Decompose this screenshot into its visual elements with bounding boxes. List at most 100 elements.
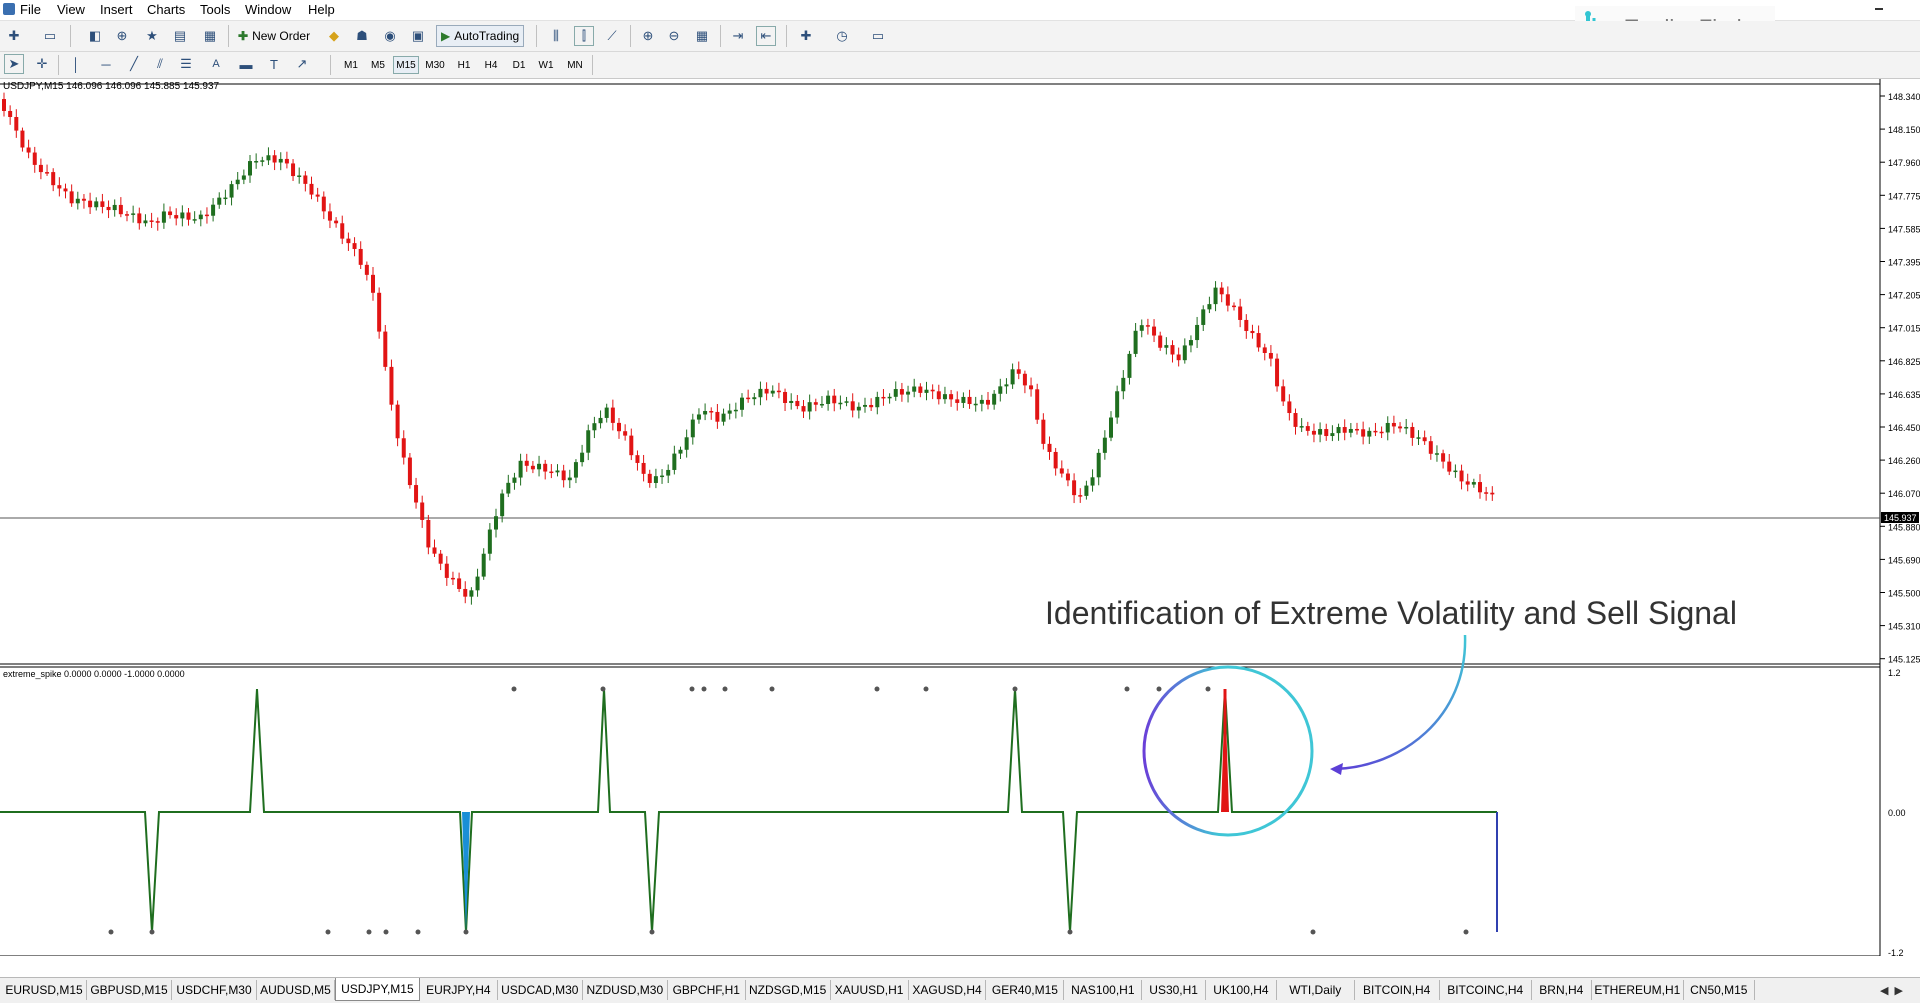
data-window-icon[interactable]: ⊕ — [116, 28, 128, 43]
vps-icon[interactable]: ▣ — [411, 28, 425, 43]
chart-tab-xagusd-h4[interactable]: XAGUSD,H4 — [909, 980, 987, 1000]
signals-icon[interactable]: ☗ — [356, 28, 368, 43]
chart-tab-audusd-m5[interactable]: AUDUSD,M5 — [257, 980, 335, 1000]
timeframe-m15[interactable]: M15 — [393, 56, 419, 74]
chart-tab-us30-h1[interactable]: US30,H1 — [1142, 980, 1206, 1000]
bar-chart-icon[interactable]: ⫼ — [553, 28, 559, 43]
candle-body — [125, 214, 129, 216]
minimize-icon[interactable] — [1875, 8, 1883, 10]
market-icon[interactable]: ◉ — [384, 28, 396, 43]
tab-scroll-right-icon[interactable]: ▶ — [1894, 984, 1903, 997]
tile-windows-icon[interactable]: ▦ — [695, 28, 709, 43]
chart-tab-usdchf-m30[interactable]: USDCHF,M30 — [172, 980, 257, 1000]
timeframe-h1[interactable]: H1 — [457, 59, 471, 71]
menu-help[interactable]: Help — [308, 2, 335, 17]
zoom-in-icon[interactable]: ⊕ — [642, 28, 654, 43]
cursor-icon[interactable]: ➤ — [4, 54, 24, 74]
chart-tab-eurjpy-h4[interactable]: EURJPY,H4 — [420, 980, 498, 1000]
signal-dot-bottom — [415, 929, 421, 935]
line-chart-icon[interactable]: ⟋ — [607, 28, 617, 43]
chart-tab-bitcoinc-h4[interactable]: BITCOINC,H4 — [1440, 980, 1532, 1000]
crosshair-icon[interactable]: ✛ — [36, 56, 48, 71]
chart-tab-eurusd-m15[interactable]: EURUSD,M15 — [2, 980, 87, 1000]
candle-body — [1281, 386, 1286, 402]
new-chart-icon[interactable]: ✚ — [8, 28, 20, 43]
candle-body — [389, 366, 394, 405]
candle-body — [647, 473, 652, 483]
autotrading-button[interactable]: ▶ AutoTrading — [436, 25, 525, 47]
candle-body — [186, 212, 191, 220]
chart-tab-gbpusd-m15[interactable]: GBPUSD,M15 — [87, 980, 172, 1000]
candle-body — [51, 172, 56, 186]
arrows-icon[interactable]: ↗ — [296, 56, 308, 71]
timeframe-w1[interactable]: W1 — [538, 59, 554, 71]
timeframe-h4[interactable]: H4 — [484, 59, 498, 71]
text-icon[interactable]: A — [212, 58, 220, 70]
candle-body — [94, 201, 99, 208]
menu-tools[interactable]: Tools — [200, 2, 231, 17]
price-label: 147.015 — [1888, 324, 1920, 334]
chart-tab-xauusd-h1[interactable]: XAUUSD,H1 — [831, 980, 909, 1000]
chart-tab-nzdsgd-m15[interactable]: NZDSGD,M15 — [746, 980, 831, 1000]
menu-window[interactable]: Window — [245, 2, 292, 17]
candle-body — [426, 519, 431, 548]
tab-scroll-arrows[interactable]: ◀ ▶ — [1880, 981, 1916, 999]
candlestick-icon[interactable]: ⫿ — [574, 26, 594, 46]
timeframe-mn[interactable]: MN — [567, 59, 583, 71]
label-icon[interactable]: ▬ — [239, 56, 253, 72]
chart-tab-usdjpy-m15[interactable]: USDJPY,M15 — [334, 978, 420, 1001]
chart-tab-uk100-h4[interactable]: UK100,H4 — [1206, 980, 1277, 1000]
menu-file[interactable]: File — [20, 2, 41, 17]
chart-tab-nzdusd-m30[interactable]: NZDUSD,M30 — [583, 980, 668, 1000]
chart-tab-nas100-h1[interactable]: NAS100,H1 — [1064, 980, 1143, 1000]
signal-dot-top — [1205, 686, 1211, 692]
market-watch-icon[interactable]: ◧ — [88, 28, 102, 43]
candle-body — [1428, 441, 1433, 454]
strategy-tester-icon[interactable]: ▦ — [203, 28, 217, 43]
chart-tab-gbpchf-h1[interactable]: GBPCHF,H1 — [668, 980, 746, 1000]
timeframe-m30[interactable]: M30 — [425, 59, 445, 71]
menu-insert[interactable]: Insert — [100, 2, 133, 17]
zoom-out-icon[interactable]: ⊖ — [668, 28, 680, 43]
chart-tab-cn50-m15[interactable]: CN50,M15 — [1684, 980, 1755, 1000]
chart-tab-wti-daily[interactable]: WTI,Daily — [1277, 980, 1355, 1000]
chart-tab-ethereum-h1[interactable]: ETHEREUM,H1 — [1592, 980, 1684, 1000]
terminal-icon[interactable]: ▤ — [173, 28, 187, 43]
candle-body — [1293, 413, 1298, 427]
trendline-icon[interactable]: ╱ — [130, 56, 138, 71]
tab-scroll-left-icon[interactable]: ◀ — [1880, 984, 1889, 997]
candle-body — [844, 401, 849, 403]
candle-body — [248, 161, 252, 176]
new-order-button[interactable]: ✚ New Order — [234, 25, 314, 47]
text-label-icon[interactable]: T — [270, 56, 278, 72]
horizontal-line-icon[interactable]: ─ — [101, 56, 111, 72]
chart-window[interactable]: 148.340 148.150 147.960 147.775 147.585 147.3… — [0, 79, 1920, 970]
vertical-line-icon[interactable]: │ — [71, 56, 81, 72]
profiles-icon[interactable]: ▭ — [43, 28, 57, 43]
chart-tab-brn-h4[interactable]: BRN,H4 — [1532, 980, 1592, 1000]
autoscroll-icon[interactable]: ⇥ — [732, 28, 744, 43]
timeframe-m5[interactable]: M5 — [371, 59, 385, 71]
periods-icon[interactable]: ◷ — [836, 28, 848, 43]
menu-charts[interactable]: Charts — [147, 2, 186, 17]
metaeditor-icon[interactable]: ◆ — [329, 28, 339, 43]
fibonacci-icon[interactable]: ☰ — [180, 56, 192, 71]
candle-body — [14, 116, 19, 131]
timeframe-m1[interactable]: M1 — [344, 59, 358, 71]
candle-body — [629, 435, 634, 456]
channel-icon[interactable]: ⫽ — [157, 56, 163, 71]
menu-view[interactable]: View — [57, 2, 85, 17]
chart-tab-ger40-m15[interactable]: GER40,M15 — [987, 980, 1065, 1000]
candle-body — [161, 211, 166, 223]
chart-canvas[interactable]: 148.340 148.150 147.960 147.775 147.585 147.3… — [0, 79, 1920, 970]
chart-tab-bitcoin-h4[interactable]: BITCOIN,H4 — [1355, 980, 1440, 1000]
candle-body — [1145, 325, 1150, 327]
navigator-icon[interactable]: ★ — [146, 28, 158, 43]
indicators-icon[interactable]: ✚ — [800, 28, 812, 43]
timeframe-d1[interactable]: D1 — [512, 59, 526, 71]
chart-tab-usdcad-m30[interactable]: USDCAD,M30 — [498, 980, 583, 1000]
templates-icon[interactable]: ▭ — [871, 28, 885, 43]
candle-body — [906, 391, 911, 395]
chart-shift-icon[interactable]: ⇤ — [756, 26, 776, 46]
candle-body — [487, 529, 492, 554]
